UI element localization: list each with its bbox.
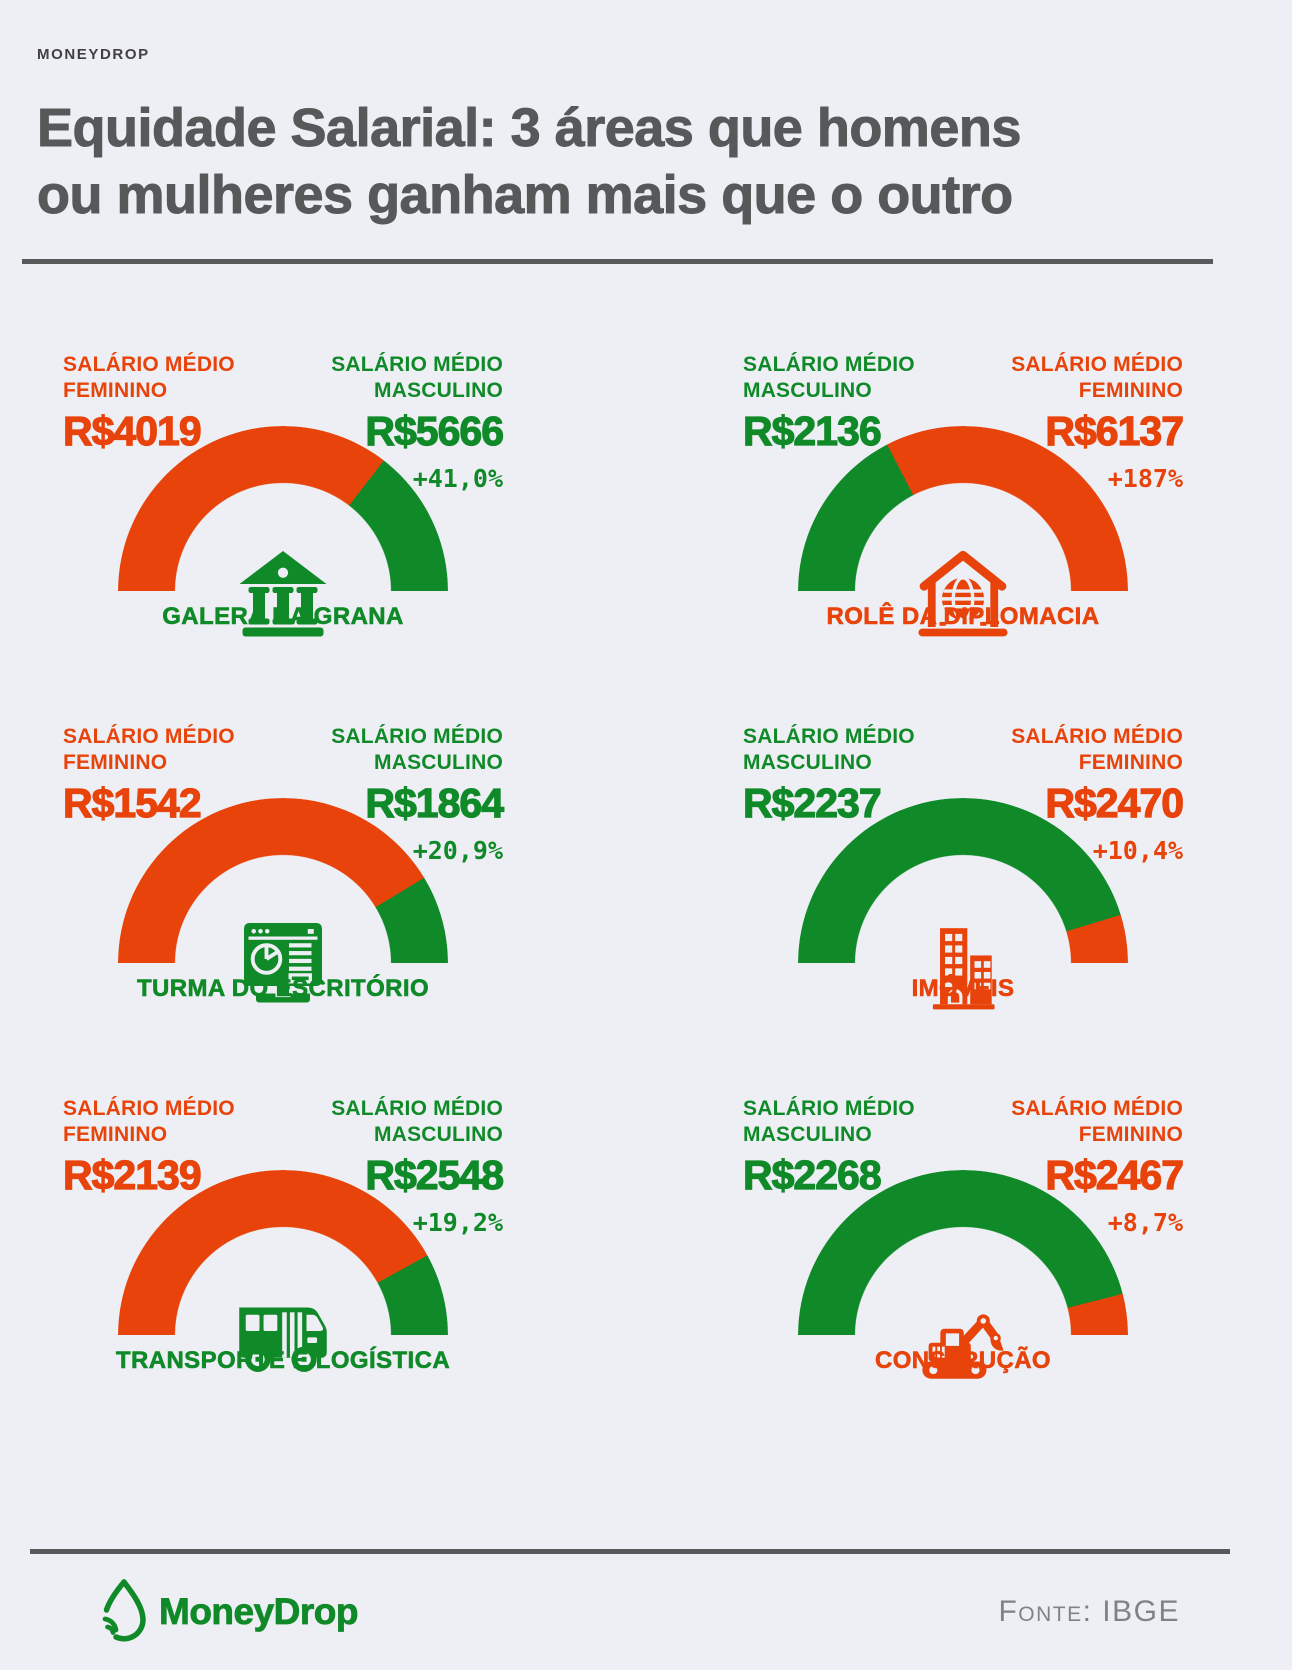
brand-label: MONEYDROP (37, 46, 150, 63)
salary-value: R$2548 (365, 1151, 505, 1198)
salary-value: R$5666 (365, 407, 505, 454)
salary-sublabel: MASCULINO (743, 751, 872, 774)
gauge-caption: CONSTRUÇÃO (875, 1347, 1051, 1375)
gauge-caption: TRANSPORTE E LOGÍSTICA (115, 1347, 451, 1375)
gauge-card-galera-da-grana: SALÁRIO MÉDIO FEMININO R$4019 SALÁRIO MÉ… (62, 352, 505, 638)
salary-label: SALÁRIO MÉDIO (331, 725, 503, 748)
salary-label: SALÁRIO MÉDIO (1011, 1097, 1183, 1120)
gauge-left-block: SALÁRIO MÉDIO FEMININO R$1542 (62, 724, 235, 827)
buildings-icon (917, 921, 1009, 1010)
gauge-caption: TURMA DO ESCRITÓRIO (136, 975, 430, 1003)
office-computer-icon (235, 917, 331, 1010)
salary-sublabel: FEMININO (63, 751, 168, 774)
salary-sublabel: FEMININO (1078, 379, 1183, 402)
salary-value: R$6137 (1045, 407, 1185, 454)
salary-label: SALÁRIO MÉDIO (1011, 725, 1183, 748)
gauge-card-transporte-e-logistica: SALÁRIO MÉDIO FEMININO R$2139 SALÁRIO MÉ… (62, 1096, 505, 1382)
water-drop-icon (98, 1578, 150, 1646)
salary-sublabel: FEMININO (1078, 1123, 1183, 1146)
salary-label: SALÁRIO MÉDIO (63, 353, 235, 376)
gauge-right-block: SALÁRIO MÉDIO FEMININO R$6137 +187% (1011, 352, 1185, 493)
salary-value: R$2139 (62, 1151, 202, 1198)
moneydrop-logo-text: MoneyDrop (159, 1591, 359, 1633)
gauge-right-block: SALÁRIO MÉDIO MASCULINO R$5666 +41,0% (331, 352, 505, 493)
salary-pct-diff: +20,9% (412, 836, 503, 865)
salary-value: R$2470 (1045, 779, 1185, 826)
gauge-arc (798, 426, 1128, 591)
header: MONEYDROP Equidade Salarial: 3 áreas que… (0, 0, 1292, 264)
gauge-right-block: SALÁRIO MÉDIO MASCULINO R$2548 +19,2% (331, 1096, 505, 1237)
salary-label: SALÁRIO MÉDIO (743, 353, 915, 376)
excavator-icon (913, 1291, 1013, 1382)
globe-house-icon (913, 541, 1013, 638)
salary-label: SALÁRIO MÉDIO (743, 725, 915, 748)
gauge-caption: ROLÊ DA DIPLOMACIA (826, 603, 1100, 631)
salary-sublabel: MASCULINO (374, 1123, 503, 1146)
salary-sublabel: FEMININO (1078, 751, 1183, 774)
gauge-caption: GALERA DA GRANA (162, 603, 404, 631)
gauge-grid: SALÁRIO MÉDIO FEMININO R$4019 SALÁRIO MÉ… (0, 264, 1292, 1382)
salary-label: SALÁRIO MÉDIO (63, 1097, 235, 1120)
salary-value: R$2136 (742, 407, 882, 454)
salary-value: R$2268 (742, 1151, 882, 1198)
gauge-card-imoveis: SALÁRIO MÉDIO MASCULINO R$2237 SALÁRIO M… (742, 724, 1185, 1010)
moneydrop-logo: MoneyDrop (98, 1578, 359, 1646)
gauge-left-block: SALÁRIO MÉDIO FEMININO R$4019 (62, 352, 235, 455)
salary-pct-diff: +187% (1107, 464, 1183, 493)
salary-label: SALÁRIO MÉDIO (63, 725, 235, 748)
salary-label: SALÁRIO MÉDIO (743, 1097, 915, 1120)
salary-pct-diff: +10,4% (1092, 836, 1183, 865)
salary-sublabel: MASCULINO (374, 751, 503, 774)
gauge-left-block: SALÁRIO MÉDIO MASCULINO R$2136 (742, 352, 915, 455)
gauge-right-block: SALÁRIO MÉDIO FEMININO R$2470 +10,4% (1011, 724, 1185, 865)
salary-value: R$2237 (742, 779, 882, 826)
salary-pct-diff: +19,2% (412, 1208, 503, 1237)
salary-pct-diff: +41,0% (412, 464, 503, 493)
salary-sublabel: MASCULINO (743, 379, 872, 402)
gauge-card-construcao: SALÁRIO MÉDIO MASCULINO R$2268 SALÁRIO M… (742, 1096, 1185, 1382)
gauge-arc (798, 1170, 1128, 1335)
salary-sublabel: FEMININO (63, 1123, 168, 1146)
salary-sublabel: MASCULINO (374, 379, 503, 402)
page-title: Equidade Salarial: 3 áreas que homens ou… (37, 95, 1255, 229)
salary-label: SALÁRIO MÉDIO (331, 353, 503, 376)
top-divider (22, 259, 1213, 264)
footer: MoneyDrop Fonte: IBGE (0, 1554, 1292, 1646)
salary-value: R$2467 (1045, 1151, 1185, 1198)
page-title-line1: Equidade Salarial: 3 áreas que homens (37, 98, 1022, 159)
salary-sublabel: FEMININO (63, 379, 168, 402)
gauge-right-block: SALÁRIO MÉDIO MASCULINO R$1864 +20,9% (331, 724, 505, 865)
gauge-left-block: SALÁRIO MÉDIO FEMININO R$2139 (62, 1096, 235, 1199)
salary-label: SALÁRIO MÉDIO (331, 1097, 503, 1120)
salary-label: SALÁRIO MÉDIO (1011, 353, 1183, 376)
gauge-left-block: SALÁRIO MÉDIO MASCULINO R$2237 (742, 724, 915, 827)
salary-pct-diff: +8,7% (1107, 1208, 1183, 1237)
salary-value: R$1864 (365, 779, 505, 826)
salary-sublabel: MASCULINO (743, 1123, 872, 1146)
page-title-line2: ou mulheres ganham mais que o outro (37, 165, 1014, 226)
gauge-card-turma-do-escritorio: SALÁRIO MÉDIO FEMININO R$1542 SALÁRIO MÉ… (62, 724, 505, 1010)
bus-icon (231, 1288, 335, 1382)
bottom-divider (30, 1549, 1230, 1554)
gauge-right-block: SALÁRIO MÉDIO FEMININO R$2467 +8,7% (1011, 1096, 1185, 1237)
gauge-caption: IMÓVEIS (911, 975, 1015, 1003)
source-credit: Fonte: IBGE (998, 1595, 1180, 1628)
gauge-card-role-da-diplomacia: SALÁRIO MÉDIO MASCULINO R$2136 SALÁRIO M… (742, 352, 1185, 638)
salary-value: R$1542 (62, 779, 202, 826)
bank-icon (235, 548, 331, 638)
gauge-left-block: SALÁRIO MÉDIO MASCULINO R$2268 (742, 1096, 915, 1199)
salary-value: R$4019 (62, 407, 202, 454)
